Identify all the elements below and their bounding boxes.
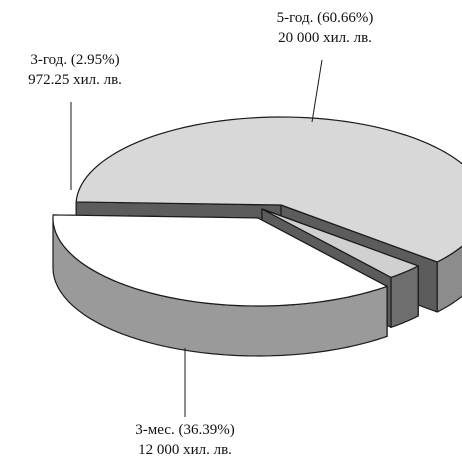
slice-label-3mes-value: 12 000 хил. лв. [138,442,232,458]
slice-label-3god-value: 972.25 хил. лв. [28,72,122,88]
slice-label-3god-name: 3-год. (2.95%) [30,52,120,68]
slice-label-3mes-name: 3-мес. (36.39%) [135,422,235,438]
slice-5god-top [75,116,462,263]
slice-label-5god-value: 20 000 хил. лв. [278,30,372,46]
leader-line-5god [311,59,323,123]
slice-3mes-top [52,214,388,307]
slice-label-3god: 3-год. (2.95%) 972.25 хил. лв. [0,50,150,90]
slice-3god-top [261,208,419,278]
slice-label-5god: 5-год. (60.66%) 20 000 хил. лв. [250,8,400,48]
slice-label-5god-name: 5-год. (60.66%) [276,10,374,26]
slice-5god-side [436,245,462,313]
slice-label-3mes: 3-мес. (36.39%) 12 000 хил. лв. [100,420,270,460]
